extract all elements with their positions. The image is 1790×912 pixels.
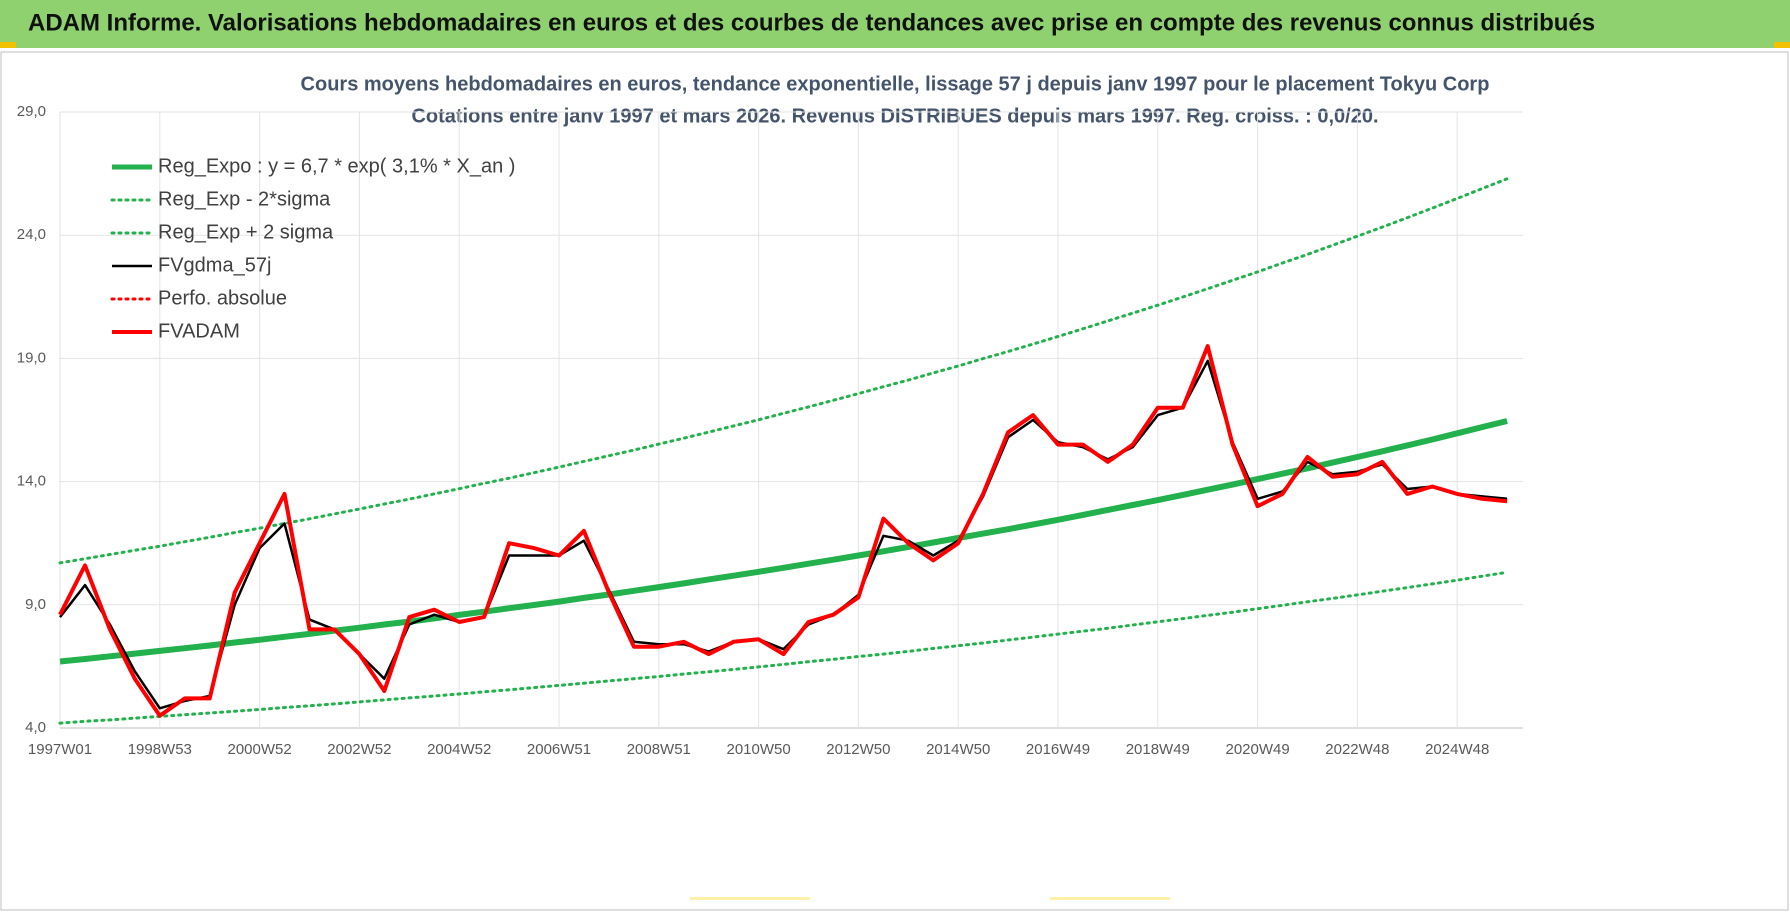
y-tick-label: 24,0 [17,226,46,243]
x-tick-label: 2018W49 [1126,741,1190,758]
decor [1050,897,1170,900]
legend: Reg_Expo : y = 6,7 * exp( 3,1% * X_an ) R… [110,155,515,342]
y-tick-label: 29,0 [17,103,46,120]
chart-title: Cours moyens hebdomadaires en euros, ten… [301,73,1490,95]
x-tick-label: 2004W52 [427,741,491,758]
x-tick-label: 2006W51 [527,741,591,758]
corner [1774,42,1790,48]
x-tick-label: 2020W49 [1225,741,1289,758]
x-tick-label: 2010W50 [726,741,790,758]
x-tick-label: 1998W53 [128,741,192,758]
y-tick-label: 9,0 [25,596,46,613]
series-line [59,418,1508,665]
legend-label: FVgdma_57j [158,254,271,276]
decor [690,897,810,900]
legend-label: Reg_Exp + 2 sigma [158,221,334,243]
legend-label: Perfo. absolue [158,287,287,309]
y-tick-label: 4,0 [25,719,46,736]
series-line [59,359,1508,710]
y-tick-label: 14,0 [17,473,46,490]
x-tick-label: 2008W51 [627,741,691,758]
header-bar [0,0,1790,48]
legend-label: FVADAM [158,320,240,342]
x-tick-label: 2002W52 [327,741,391,758]
legend-label: Reg_Exp - 2*sigma [158,188,331,210]
chart-subtitle: Cotations entre janv 1997 et mars 2026. … [411,105,1378,127]
x-tick-label: 2022W48 [1325,741,1389,758]
corner [0,42,16,48]
x-tick-label: 2016W49 [1026,741,1090,758]
x-tick-label: 2014W50 [926,741,990,758]
frame [0,51,1789,911]
series-line [58,344,1508,718]
x-tick-label: 2012W50 [826,741,890,758]
x-tick-label: 2024W48 [1425,741,1489,758]
header-title: ADAM Informe. Valorisations hebdomadaire… [28,9,1595,36]
x-tick-label: 2000W52 [227,741,291,758]
series-line [58,570,1509,725]
legend-label: Reg_Expo : y = 6,7 * exp( 3,1% * X_an ) [158,155,515,177]
plot [58,177,1509,725]
series-line [58,177,1509,565]
x-tick-label: 1997W01 [28,741,92,758]
grid: 4,0 9,0 14,0 19,0 24,0 29,0 1997W01 1998W53 2000… [17,103,1523,758]
y-tick-label: 19,0 [17,349,46,366]
